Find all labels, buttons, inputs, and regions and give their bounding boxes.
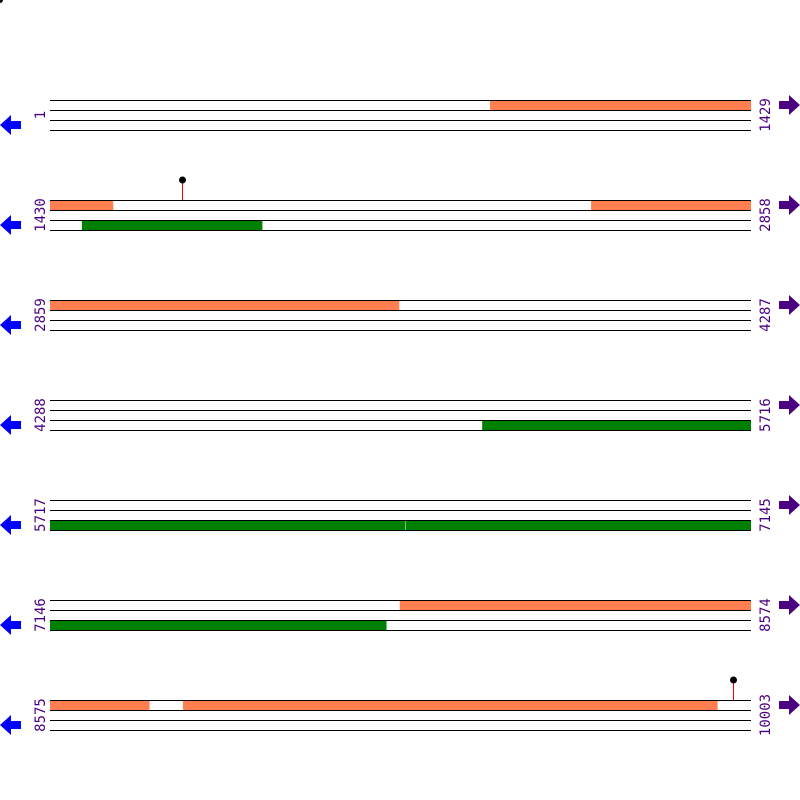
feature-bar-top[interactable] — [50, 200, 114, 210]
sequence-row: 8575 10003 — [0, 676, 800, 736]
row-start-label: 1430 — [33, 198, 49, 232]
sequence-row: 1430 2858 — [0, 176, 800, 235]
arrow-right-icon[interactable] — [779, 195, 800, 215]
arrow-left-icon[interactable] — [0, 715, 21, 735]
row-end-label: 8574 — [758, 598, 774, 632]
sequence-row: 1 1429 — [0, 95, 800, 135]
arrow-right-icon[interactable] — [779, 95, 800, 115]
feature-bar-bottom[interactable] — [482, 420, 751, 430]
sequence-row: 7146 8574 — [0, 595, 800, 635]
feature-bar-top[interactable] — [490, 100, 751, 110]
arrow-left-icon[interactable] — [0, 115, 21, 135]
sequence-row: 2859 4287 — [0, 295, 800, 335]
row-start-label: 2859 — [33, 298, 49, 332]
feature-bar-top[interactable] — [50, 700, 150, 710]
marker-head[interactable] — [730, 676, 737, 684]
row-end-label: 1429 — [758, 98, 774, 132]
row-end-label: 2858 — [758, 198, 774, 232]
arrow-right-icon[interactable] — [779, 395, 800, 415]
feature-bar-bottom[interactable] — [405, 520, 751, 530]
feature-bar-top[interactable] — [182, 700, 718, 710]
row-start-label: 1 — [33, 111, 49, 119]
sequence-row: 4288 5716 — [0, 395, 800, 435]
arrow-right-icon[interactable] — [779, 695, 800, 715]
row-start-label: 5717 — [33, 498, 49, 532]
arrow-right-icon[interactable] — [779, 495, 800, 515]
feature-bar-bottom[interactable] — [50, 520, 406, 530]
feature-bar-top[interactable] — [50, 300, 400, 310]
row-start-label: 7146 — [33, 598, 49, 632]
row-end-label: 10003 — [758, 694, 774, 736]
row-start-label: 8575 — [33, 698, 49, 732]
row-end-label: 7145 — [758, 498, 774, 532]
marker-head[interactable] — [179, 176, 186, 184]
arrow-left-icon[interactable] — [0, 615, 21, 635]
arrow-right-icon[interactable] — [779, 295, 800, 315]
arrow-left-icon[interactable] — [0, 415, 21, 435]
row-end-label: 4287 — [758, 298, 774, 332]
feature-bar-top[interactable] — [591, 200, 751, 210]
sequence-row: 5717 7145 — [0, 495, 800, 535]
arrow-right-icon[interactable] — [779, 595, 800, 615]
feature-bar-bottom[interactable] — [50, 620, 387, 630]
arrow-left-icon[interactable] — [0, 515, 21, 535]
arrow-left-icon[interactable] — [0, 315, 21, 335]
feature-bar-top[interactable] — [399, 600, 751, 610]
row-end-label: 5716 — [758, 398, 774, 432]
feature-bar-bottom[interactable] — [81, 220, 263, 230]
corner-dot — [0, 0, 3, 3]
row-start-label: 4288 — [33, 398, 49, 432]
arrow-left-icon[interactable] — [0, 215, 21, 235]
